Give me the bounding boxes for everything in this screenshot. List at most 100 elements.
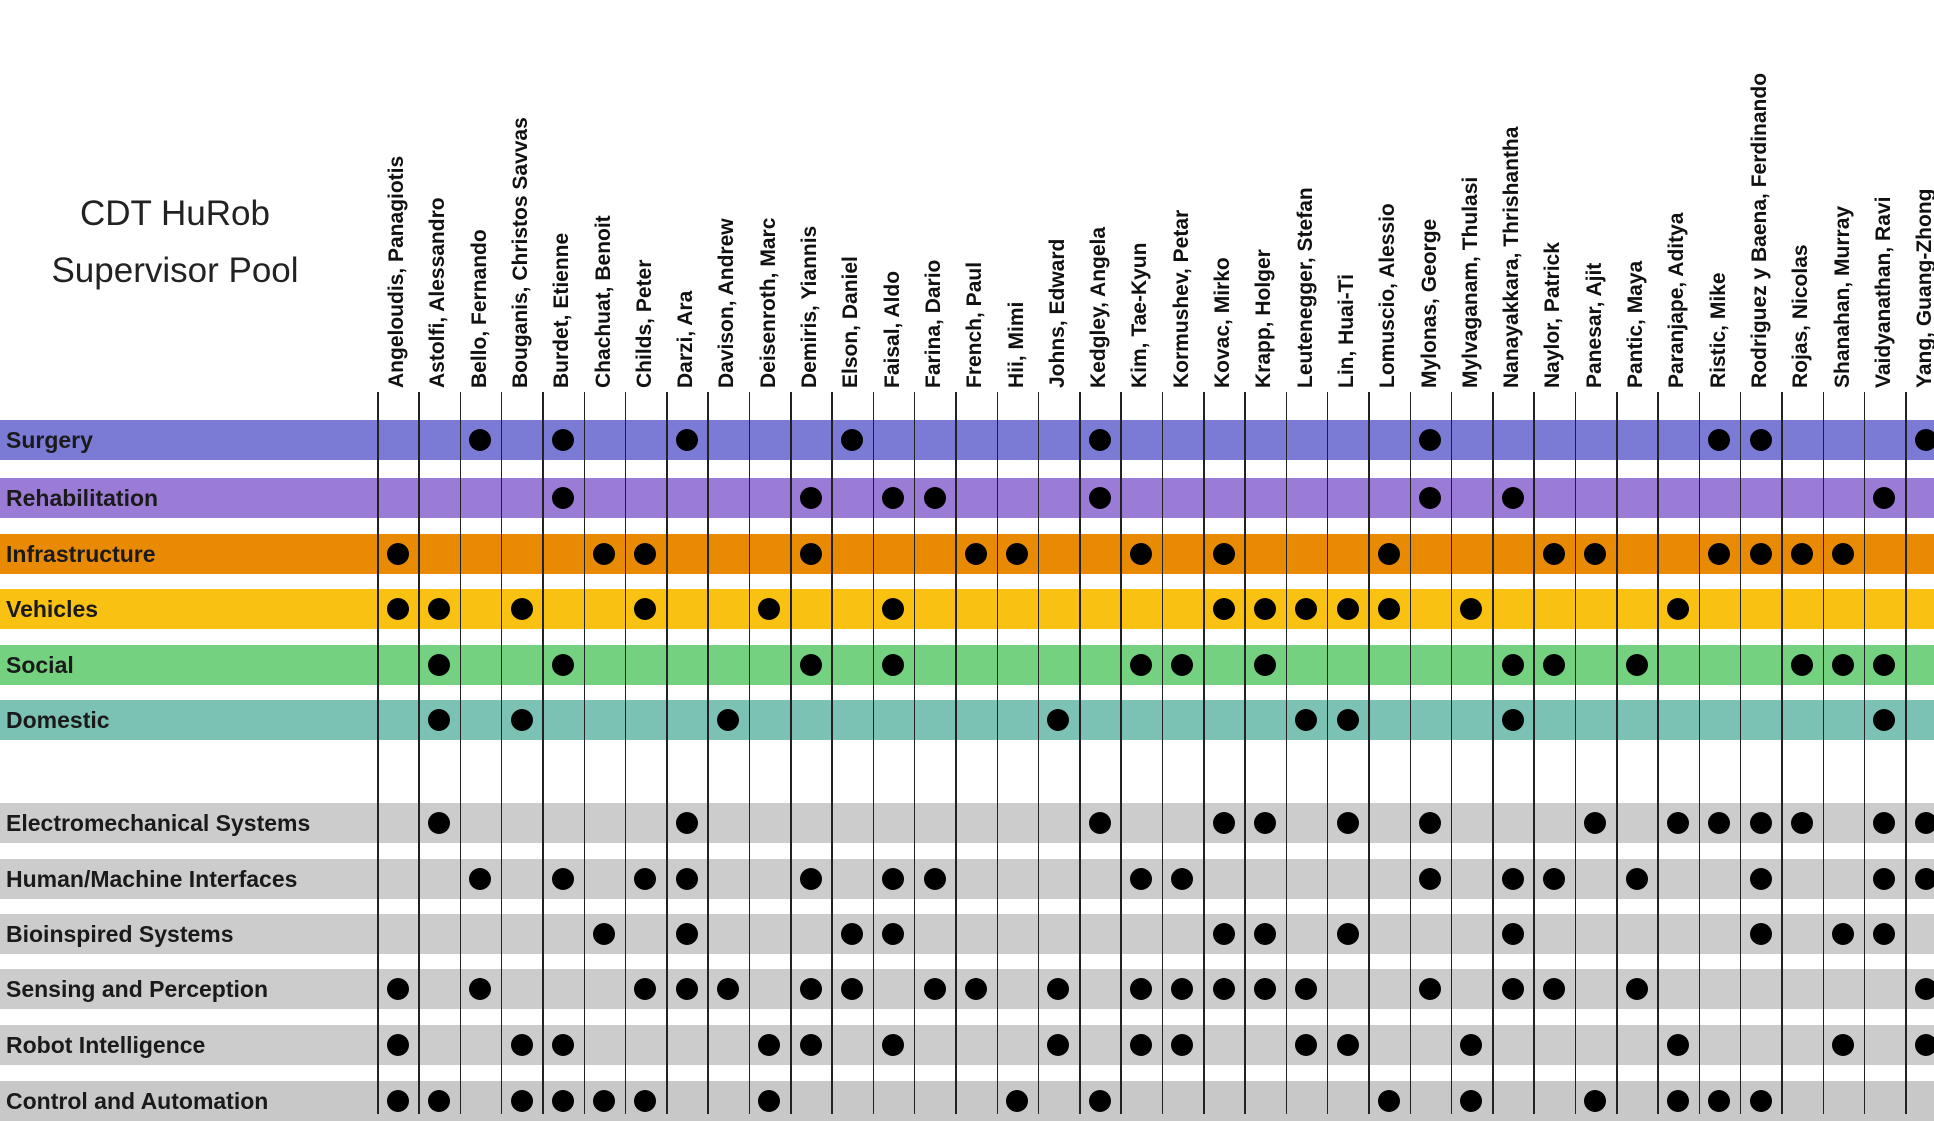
- row-band: [0, 1025, 1934, 1065]
- column-divider: [500, 392, 503, 1114]
- membership-dot: [675, 812, 698, 834]
- membership-dot: [386, 543, 409, 565]
- membership-dot: [675, 978, 698, 1000]
- column-divider: [1326, 392, 1329, 1114]
- membership-dot: [1212, 598, 1235, 620]
- membership-dot: [1419, 978, 1442, 1000]
- column-header: Chachuat, Benoit: [591, 215, 615, 388]
- membership-dot: [1419, 429, 1442, 451]
- membership-dot: [634, 598, 657, 620]
- membership-dot: [593, 1090, 616, 1112]
- membership-dot: [799, 487, 822, 509]
- membership-dot: [923, 978, 946, 1000]
- membership-dot: [1501, 487, 1524, 509]
- membership-dot: [1914, 812, 1934, 834]
- membership-dot: [1625, 654, 1648, 676]
- row-label: Robot Intelligence: [6, 1032, 206, 1058]
- membership-dot: [510, 709, 533, 731]
- membership-dot: [1790, 543, 1813, 565]
- membership-dot: [1212, 543, 1235, 565]
- membership-dot: [1212, 923, 1235, 945]
- column-header: Vaidyanathan, Ravi: [1871, 196, 1895, 388]
- membership-dot: [1914, 429, 1934, 451]
- membership-dot: [469, 978, 492, 1000]
- column-divider: [1450, 392, 1453, 1114]
- membership-dot: [386, 598, 409, 620]
- membership-dot: [593, 923, 616, 945]
- membership-dot: [1295, 1034, 1318, 1056]
- column-header: Deisenroth, Marc: [756, 217, 780, 388]
- membership-dot: [593, 543, 616, 565]
- membership-dot: [675, 868, 698, 890]
- membership-dot: [510, 598, 533, 620]
- membership-dot: [717, 978, 740, 1000]
- column-divider: [1368, 392, 1370, 1114]
- column-divider: [872, 392, 875, 1114]
- row-label: Sensing and Perception: [6, 976, 268, 1002]
- column-header: Kedgley, Angela: [1087, 226, 1111, 388]
- row-band: [0, 859, 1934, 899]
- membership-dot: [551, 868, 574, 890]
- membership-dot: [964, 978, 987, 1000]
- membership-dot: [1749, 812, 1772, 834]
- row-band: [0, 1081, 1934, 1121]
- membership-dot: [882, 487, 905, 509]
- membership-dot: [1295, 978, 1318, 1000]
- column-divider: [377, 392, 379, 1114]
- membership-dot: [1501, 709, 1524, 731]
- membership-dot: [923, 868, 946, 890]
- membership-dot: [1253, 812, 1276, 834]
- membership-dot: [1171, 978, 1194, 1000]
- membership-dot: [1749, 1090, 1772, 1112]
- membership-dot: [717, 709, 740, 731]
- column-divider: [831, 392, 833, 1114]
- column-header: Bouganis, Christos Savvas: [508, 117, 532, 388]
- column-header: Elson, Daniel: [839, 256, 863, 388]
- membership-dot: [1336, 598, 1359, 620]
- membership-dot: [1625, 978, 1648, 1000]
- row-label: Domestic: [6, 707, 110, 733]
- column-divider: [418, 392, 420, 1114]
- column-header: French, Paul: [963, 261, 987, 388]
- column-divider: [996, 392, 998, 1114]
- membership-dot: [427, 1090, 450, 1112]
- membership-dot: [1253, 654, 1276, 676]
- membership-dot: [469, 429, 492, 451]
- membership-dot: [1832, 543, 1855, 565]
- row-band: [0, 589, 1934, 629]
- membership-dot: [1171, 868, 1194, 890]
- membership-dot: [1873, 487, 1896, 509]
- membership-dot: [386, 1090, 409, 1112]
- membership-dot: [1790, 654, 1813, 676]
- membership-dot: [1708, 429, 1731, 451]
- membership-dot: [634, 868, 657, 890]
- membership-dot: [634, 978, 657, 1000]
- row-band: [0, 420, 1934, 460]
- membership-dot: [1419, 868, 1442, 890]
- membership-dot: [758, 1034, 781, 1056]
- membership-dot: [1501, 978, 1524, 1000]
- column-divider: [459, 392, 462, 1114]
- membership-dot: [799, 543, 822, 565]
- column-divider: [1657, 392, 1659, 1114]
- membership-dot: [1047, 1034, 1070, 1056]
- column-header: Kormushev, Petar: [1169, 209, 1193, 388]
- membership-dot: [1708, 543, 1731, 565]
- column-header: Pantic, Maya: [1624, 260, 1647, 388]
- membership-dot: [1006, 543, 1029, 565]
- column-divider: [1739, 392, 1742, 1114]
- membership-dot: [1460, 1090, 1483, 1112]
- column-header: Mylvaganam, Thulasi: [1458, 176, 1482, 388]
- membership-dot: [1501, 923, 1524, 945]
- membership-dot: [1543, 543, 1566, 565]
- membership-dot: [1460, 1034, 1483, 1056]
- column-divider: [955, 392, 957, 1114]
- column-divider: [1533, 392, 1535, 1114]
- membership-dot: [634, 1090, 657, 1112]
- membership-dot: [1873, 868, 1896, 890]
- membership-dot: [799, 1034, 822, 1056]
- membership-dot: [1832, 654, 1855, 676]
- column-header: Davison, Andrew: [715, 218, 739, 388]
- membership-dot: [799, 868, 822, 890]
- membership-dot: [1006, 1090, 1029, 1112]
